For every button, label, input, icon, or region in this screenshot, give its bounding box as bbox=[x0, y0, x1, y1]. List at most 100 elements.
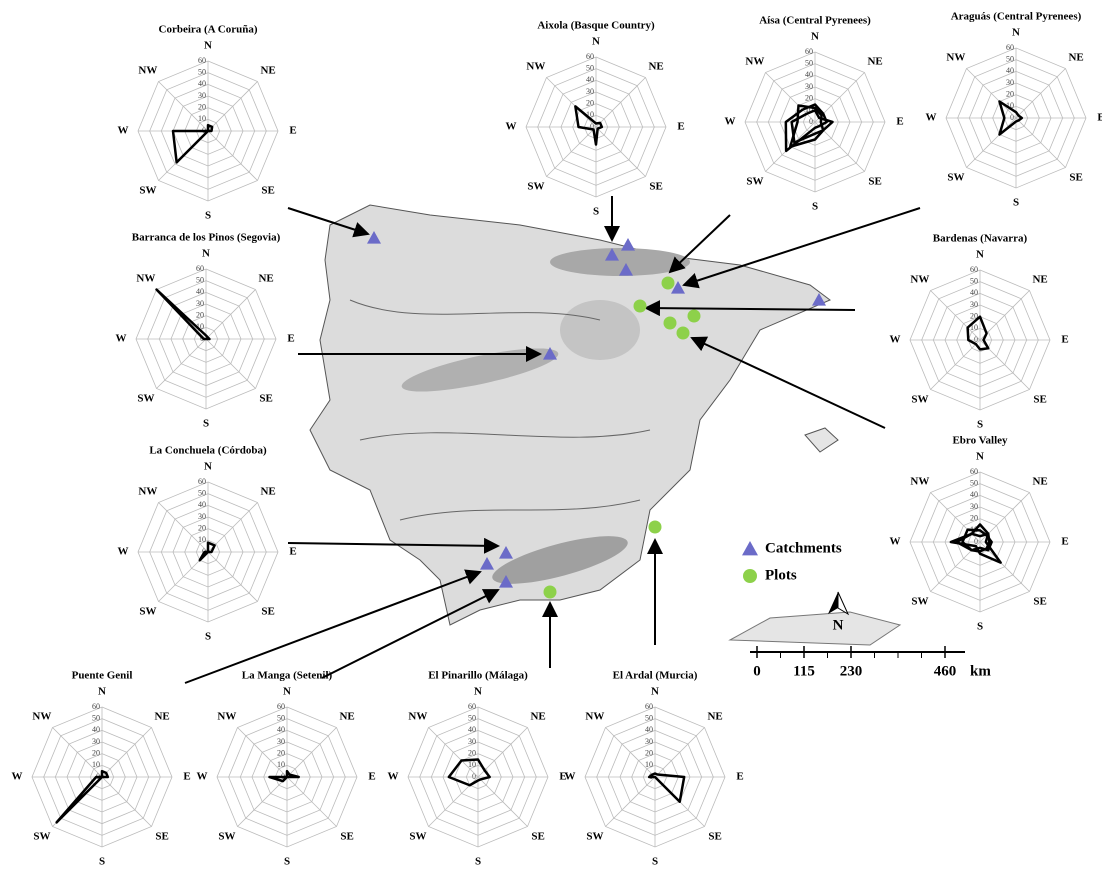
category-label: W bbox=[116, 333, 127, 345]
spoke bbox=[208, 552, 257, 601]
r-tick-label: 50 bbox=[1006, 54, 1014, 63]
category-label: N bbox=[1012, 27, 1020, 39]
spoke bbox=[208, 131, 257, 180]
category-label: NW bbox=[217, 710, 236, 722]
r-tick-label: 50 bbox=[586, 63, 594, 72]
r-tick-label: 50 bbox=[196, 275, 204, 284]
r-tick-label: 60 bbox=[198, 477, 206, 486]
spoke bbox=[206, 290, 255, 339]
category-label: W bbox=[12, 771, 23, 783]
category-label: E bbox=[1097, 112, 1102, 124]
spoke bbox=[478, 777, 527, 826]
chart-title: La Manga (Setenil) bbox=[242, 670, 333, 682]
category-label: SE bbox=[1033, 596, 1046, 608]
chart-title: El Pinarillo (Málaga) bbox=[428, 670, 528, 682]
r-tick-label: 20 bbox=[970, 513, 978, 522]
r-tick-label: 30 bbox=[970, 502, 978, 511]
category-label: SW bbox=[33, 831, 50, 843]
r-tick-label: 20 bbox=[586, 98, 594, 107]
r-tick-label: 60 bbox=[586, 52, 594, 61]
category-label: NE bbox=[154, 710, 169, 722]
r-tick-label: 40 bbox=[805, 70, 813, 79]
category-label: W bbox=[926, 112, 937, 124]
r-tick-label: 50 bbox=[277, 713, 285, 722]
r-tick-label: 20 bbox=[805, 93, 813, 102]
category-label: NW bbox=[745, 55, 764, 67]
map bbox=[310, 205, 900, 645]
category-label: E bbox=[183, 771, 190, 783]
category-label: NE bbox=[530, 710, 545, 722]
r-tick-label: 30 bbox=[468, 737, 476, 746]
r-tick-label: 40 bbox=[645, 725, 653, 734]
r-tick-label: 30 bbox=[970, 300, 978, 309]
plot-marker bbox=[649, 521, 662, 534]
category-label: NE bbox=[258, 272, 273, 284]
spoke bbox=[208, 82, 257, 131]
chart-title: El Ardal (Murcia) bbox=[613, 670, 698, 682]
north-arrow bbox=[838, 592, 848, 614]
category-label: SW bbox=[139, 606, 156, 618]
r-tick-label: 30 bbox=[198, 512, 206, 521]
category-label: SE bbox=[259, 393, 272, 405]
category-label: E bbox=[1061, 536, 1068, 548]
chart-title: Araguás (Central Pyrenees) bbox=[951, 11, 1082, 23]
category-label: NW bbox=[136, 272, 155, 284]
spoke bbox=[206, 339, 255, 388]
r-tick-label: 20 bbox=[645, 748, 653, 757]
plot-marker bbox=[664, 317, 677, 330]
plot-marker bbox=[544, 586, 557, 599]
spoke bbox=[967, 118, 1016, 167]
spoke bbox=[1016, 69, 1065, 118]
category-label: NE bbox=[1068, 51, 1083, 63]
category-label: NE bbox=[260, 64, 275, 76]
category-label: W bbox=[118, 125, 129, 137]
chart-title: Bardenas (Navarra) bbox=[933, 233, 1028, 245]
category-label: NW bbox=[910, 273, 929, 285]
north-label: N bbox=[833, 617, 844, 633]
category-label: NE bbox=[707, 710, 722, 722]
category-label: NW bbox=[585, 710, 604, 722]
category-label: SE bbox=[868, 176, 881, 188]
r-tick-label: 30 bbox=[645, 737, 653, 746]
category-label: N bbox=[651, 686, 659, 698]
r-tick-label: 60 bbox=[198, 56, 206, 65]
category-label: SE bbox=[1033, 394, 1046, 406]
spoke bbox=[287, 728, 336, 777]
r-tick-label: 60 bbox=[196, 264, 204, 273]
chart-title: Aixola (Basque Country) bbox=[537, 20, 655, 32]
spoke bbox=[596, 78, 645, 127]
category-label: S bbox=[977, 621, 983, 633]
category-label: SE bbox=[649, 181, 662, 193]
category-label: SW bbox=[586, 831, 603, 843]
category-label: S bbox=[284, 856, 290, 868]
category-label: SE bbox=[340, 831, 353, 843]
r-tick-label: 60 bbox=[1006, 43, 1014, 52]
r-tick-label: 20 bbox=[92, 748, 100, 757]
category-label: SE bbox=[261, 185, 274, 197]
r-tick-label: 20 bbox=[198, 523, 206, 532]
category-label: NE bbox=[1032, 475, 1047, 487]
relief bbox=[560, 300, 640, 360]
category-label: SE bbox=[531, 831, 544, 843]
r-tick-label: 30 bbox=[196, 299, 204, 308]
scale-label: 0 bbox=[753, 663, 761, 679]
legend-symbol bbox=[743, 569, 757, 583]
r-tick-label: 40 bbox=[970, 490, 978, 499]
category-label: SE bbox=[155, 831, 168, 843]
category-label: S bbox=[203, 418, 209, 430]
series-polygon bbox=[968, 317, 989, 350]
plot-marker bbox=[688, 310, 701, 323]
r-tick-label: 40 bbox=[277, 725, 285, 734]
r-tick-label: 30 bbox=[277, 737, 285, 746]
category-label: NW bbox=[910, 475, 929, 487]
scale-unit: km bbox=[970, 663, 991, 679]
category-label: NW bbox=[32, 710, 51, 722]
category-label: N bbox=[98, 686, 106, 698]
category-label: S bbox=[205, 631, 211, 643]
arrow bbox=[684, 208, 920, 285]
spoke bbox=[655, 728, 704, 777]
r-tick-label: 40 bbox=[198, 500, 206, 509]
category-label: SE bbox=[261, 606, 274, 618]
chart-title: Puente Genil bbox=[72, 670, 133, 682]
category-label: W bbox=[506, 121, 517, 133]
